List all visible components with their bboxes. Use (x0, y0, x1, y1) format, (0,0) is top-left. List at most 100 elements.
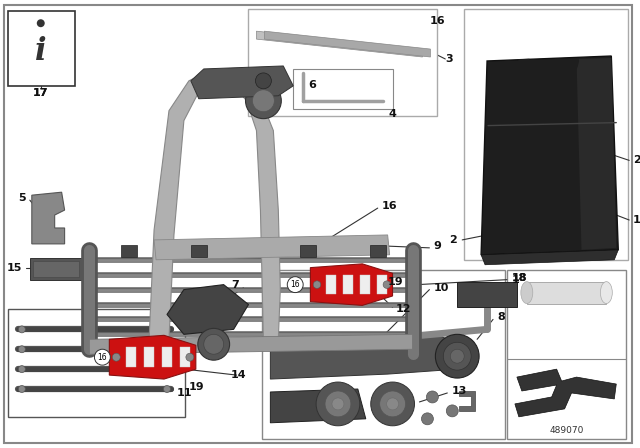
Circle shape (325, 391, 351, 417)
Circle shape (36, 19, 45, 27)
Text: 1: 1 (512, 275, 520, 284)
Polygon shape (270, 334, 457, 379)
Circle shape (204, 334, 223, 354)
Circle shape (422, 413, 433, 425)
Text: 16: 16 (381, 201, 397, 211)
Circle shape (19, 346, 26, 353)
Text: 2: 2 (449, 235, 457, 245)
Text: 17: 17 (33, 88, 49, 98)
Bar (344, 275, 353, 294)
Text: 18: 18 (512, 273, 527, 283)
Polygon shape (154, 235, 390, 260)
Text: 11: 11 (177, 388, 193, 398)
Text: 19: 19 (189, 382, 205, 392)
Bar (262, 270, 505, 439)
Circle shape (19, 386, 26, 392)
Circle shape (451, 349, 464, 363)
Circle shape (383, 281, 390, 289)
Polygon shape (149, 71, 280, 339)
Text: 5: 5 (18, 193, 26, 203)
Text: 1: 1 (633, 215, 640, 225)
Text: 8: 8 (497, 312, 505, 323)
Text: 19: 19 (388, 277, 403, 287)
Text: 15: 15 (6, 263, 22, 273)
Circle shape (444, 342, 471, 370)
Bar (293, 69, 392, 109)
Bar (191, 245, 207, 257)
Circle shape (380, 391, 406, 417)
Polygon shape (90, 334, 413, 354)
Polygon shape (257, 31, 422, 57)
Bar (162, 347, 172, 367)
Polygon shape (109, 335, 196, 379)
Text: 16: 16 (97, 353, 107, 362)
Bar (507, 270, 626, 439)
Text: 7: 7 (231, 280, 239, 290)
Circle shape (332, 398, 344, 410)
Circle shape (19, 326, 26, 333)
Text: 9: 9 (433, 241, 441, 251)
Circle shape (163, 386, 170, 392)
Bar (8, 310, 185, 417)
Text: i: i (35, 35, 47, 67)
Circle shape (163, 326, 170, 333)
Text: 10: 10 (433, 283, 449, 293)
Polygon shape (310, 264, 392, 306)
Bar (126, 347, 136, 367)
Circle shape (435, 334, 479, 378)
Bar (378, 275, 387, 294)
Bar (370, 245, 386, 257)
Circle shape (316, 382, 360, 426)
Text: 14: 14 (231, 370, 246, 380)
Polygon shape (191, 66, 293, 99)
Bar (326, 275, 336, 294)
Circle shape (163, 366, 170, 373)
Circle shape (19, 366, 26, 373)
Polygon shape (32, 192, 65, 244)
Bar (180, 347, 190, 367)
Polygon shape (577, 58, 616, 250)
Bar (33, 261, 79, 277)
Circle shape (313, 281, 321, 289)
Polygon shape (481, 56, 618, 255)
Text: 12: 12 (396, 305, 411, 314)
Text: 16: 16 (429, 16, 445, 26)
Circle shape (95, 349, 110, 365)
Circle shape (252, 90, 275, 112)
Polygon shape (167, 284, 248, 334)
Bar (248, 9, 437, 116)
Polygon shape (515, 369, 616, 417)
Circle shape (255, 73, 271, 89)
Polygon shape (460, 391, 475, 411)
Bar (527, 282, 606, 304)
Text: 13: 13 (451, 386, 467, 396)
Circle shape (163, 346, 170, 353)
Bar (360, 275, 370, 294)
Bar (144, 347, 154, 367)
Text: 4: 4 (388, 109, 397, 119)
Bar (300, 245, 316, 257)
Circle shape (113, 353, 120, 361)
Ellipse shape (600, 282, 612, 304)
Circle shape (371, 382, 415, 426)
Bar (464, 9, 628, 260)
Circle shape (426, 391, 438, 403)
Text: 2: 2 (633, 155, 640, 165)
Text: 17: 17 (33, 88, 49, 98)
Circle shape (387, 398, 399, 410)
Text: 16: 16 (291, 280, 300, 289)
Ellipse shape (521, 282, 532, 304)
Polygon shape (481, 250, 618, 265)
Circle shape (198, 328, 230, 360)
Bar (8, 11, 74, 86)
Bar (121, 245, 137, 257)
Polygon shape (264, 31, 431, 57)
Bar (457, 282, 517, 306)
Text: 489070: 489070 (549, 426, 584, 435)
Bar (30, 258, 81, 280)
Text: 6: 6 (308, 80, 316, 90)
Text: 3: 3 (445, 54, 453, 64)
Circle shape (186, 353, 194, 361)
Circle shape (246, 83, 282, 119)
Circle shape (287, 277, 303, 293)
